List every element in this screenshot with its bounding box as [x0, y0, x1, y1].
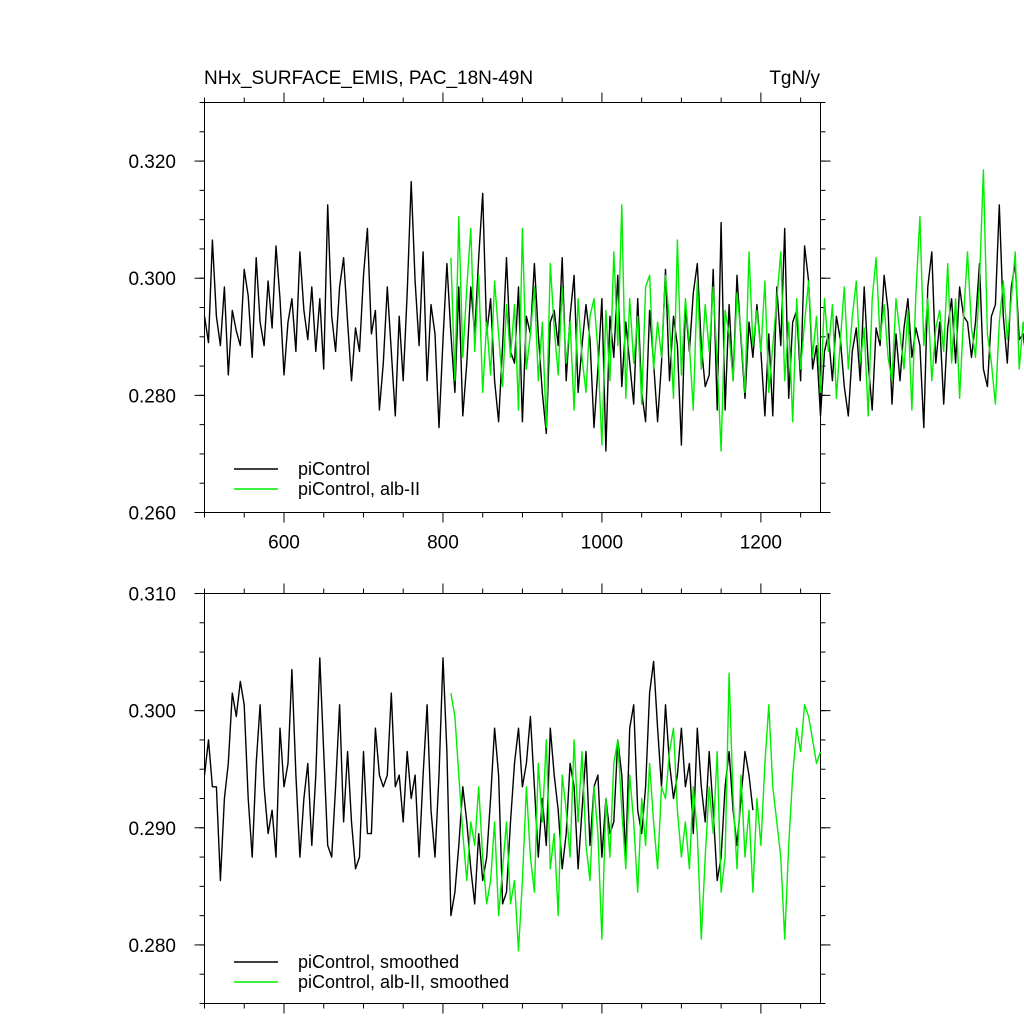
legend-label-alb-ii-smoothed: piControl, alb-II, smoothed [298, 972, 509, 992]
top-series-group [203, 169, 1024, 452]
top-axis-ticks: 600 800 1000 1200 0.260 0.280 0.300 0.320 [128, 92, 831, 554]
top-ytick-label: 0.260 [128, 504, 176, 525]
top-plot-frame [204, 102, 821, 513]
legend-label-picontrol-smoothed: piControl, smoothed [298, 952, 459, 972]
top-series-line-picontrol [203, 180, 1024, 452]
bottom-series-line-alb-ii [450, 672, 822, 952]
legend-label-picontrol: piControl [298, 459, 370, 479]
top-series-line-alb-ii [450, 169, 1024, 452]
top-ytick-label: 0.280 [128, 386, 176, 407]
bottom-series-group [203, 657, 822, 952]
units-label: TgN/y [769, 68, 820, 89]
top-legend: piControl piControl, alb-II [234, 459, 420, 499]
top-xtick-label: 1200 [740, 533, 782, 554]
bottom-ytick-label: 0.310 [128, 585, 176, 606]
chart-title: NHx_SURFACE_EMIS, PAC_18N-49N [204, 68, 533, 89]
top-panel: NHx_SURFACE_EMIS, PAC_18N-49N TgN/y 600 8… [128, 68, 1024, 554]
top-ytick-label: 0.320 [128, 152, 176, 173]
bottom-panel: 0.280 0.290 0.300 0.310 piControl, smoothed… [128, 583, 831, 1014]
top-ytick-label: 0.300 [128, 269, 176, 290]
bottom-ytick-label: 0.290 [128, 819, 176, 840]
top-xtick-label: 800 [427, 533, 459, 554]
legend-label-alb-ii: piControl, alb-II [298, 479, 420, 499]
top-xtick-label: 1000 [581, 533, 623, 554]
bottom-legend: piControl, smoothed piControl, alb-II, s… [234, 952, 509, 992]
top-xtick-label: 600 [268, 533, 300, 554]
bottom-ytick-label: 0.280 [128, 936, 176, 957]
bottom-ytick-label: 0.300 [128, 702, 176, 723]
bottom-axis-ticks: 0.280 0.290 0.300 0.310 [128, 583, 831, 1014]
